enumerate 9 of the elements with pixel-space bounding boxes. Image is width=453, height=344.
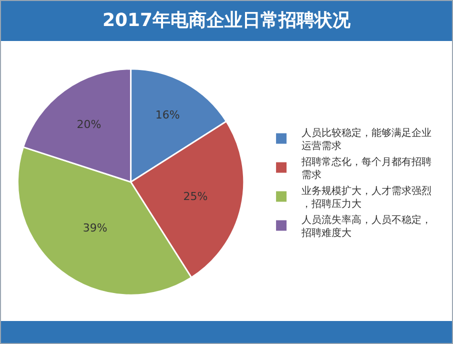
data-label: 25% — [183, 190, 208, 203]
chart-title: 2017年电商企业日常招聘状况 — [1, 1, 452, 41]
data-label: 20% — [76, 118, 102, 131]
data-label: 16% — [155, 108, 180, 122]
legend-label: 人员比较稳定，能够满足企业运营需求 — [301, 126, 432, 152]
data-label: 39% — [82, 222, 108, 235]
legend-label: 人员流失率高，人员不稳定，招聘难度大 — [300, 214, 432, 239]
legend-label: 招聘常态化，每个月都有招聘需求 — [300, 156, 432, 181]
legend-label: 业务规模扩大，人才需求强烈，招聘压力大 — [301, 184, 432, 210]
